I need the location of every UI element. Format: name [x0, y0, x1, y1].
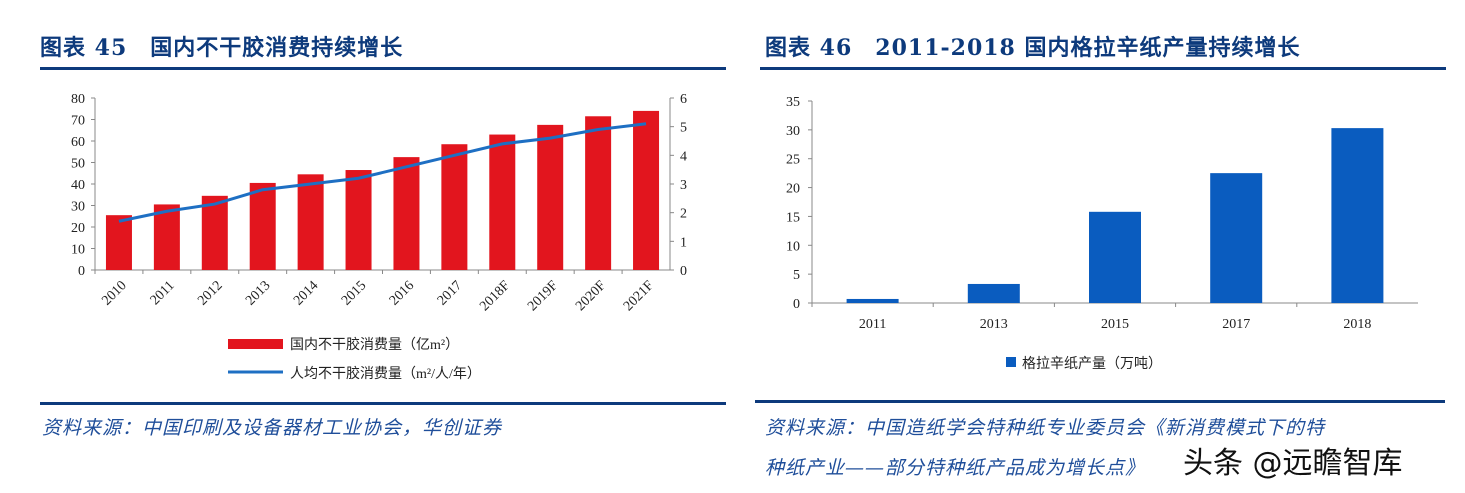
- y-tick-label: 0: [793, 297, 800, 312]
- y2-tick-label: 2: [680, 207, 687, 222]
- x-tick-label: 2021F: [621, 278, 657, 314]
- x-tick-label: 2013: [243, 278, 273, 308]
- x-tick-label: 2015: [1101, 317, 1129, 332]
- x-tick-label: 2019F: [525, 278, 561, 314]
- x-tick-label: 2016: [387, 278, 417, 308]
- legend-swatch-bar: [228, 339, 283, 349]
- left-chart-title: 图表 45 国内不干胶消费持续增长: [40, 35, 404, 61]
- y2-tick-label: 1: [680, 235, 687, 250]
- y-tick-label: 70: [71, 114, 85, 129]
- x-tick-label: 2011: [859, 317, 886, 332]
- right-source-line2: 种纸产业——部分特种纸产品成为增长点》: [765, 457, 1146, 479]
- y2-tick-label: 0: [680, 264, 687, 279]
- bar: [489, 134, 516, 270]
- source-divider: [755, 400, 1445, 403]
- bar: [297, 174, 324, 270]
- legend-label: 国内不干胶消费量（亿m²）: [290, 336, 459, 353]
- y-tick-label: 30: [71, 200, 85, 215]
- source-divider: [40, 402, 726, 405]
- title-divider: [760, 67, 1446, 70]
- y2-tick-label: 5: [680, 121, 687, 136]
- x-tick-label: 2010: [99, 278, 129, 308]
- x-tick-label: 2012: [195, 278, 225, 308]
- legend-swatch: [1006, 357, 1016, 367]
- line-series: [118, 122, 647, 223]
- x-tick-label: 2017: [435, 278, 465, 308]
- x-tick-label: 2020F: [573, 278, 609, 314]
- y-tick-label: 20: [71, 221, 85, 236]
- y-tick-label: 5: [793, 268, 800, 283]
- y-tick-label: 25: [786, 153, 800, 168]
- x-tick-label: 2014: [291, 278, 321, 308]
- left-source: 资料来源：中国印刷及设备器材工业协会，华创证券: [42, 417, 503, 439]
- bar: [249, 182, 276, 270]
- x-tick-label: 2017: [1222, 317, 1250, 332]
- bar: [441, 144, 468, 270]
- bar: [1210, 173, 1263, 303]
- x-tick-label: 2011: [148, 278, 178, 308]
- y-tick-label: 60: [71, 135, 85, 150]
- y-tick-label: 30: [786, 124, 800, 139]
- bar: [846, 298, 899, 303]
- y-tick-label: 50: [71, 157, 85, 172]
- right-chart: 0 5 10 15 20 25 30 35 2011 2013 2015 2017 2018 格拉辛纸产量…: [786, 95, 1418, 372]
- left-chart: 0 10 20 30 40 50 60 70 80 0 1 2 3 4 5 6 2010 2011 2012 2013…: [71, 92, 687, 382]
- y-tick-label: 80: [71, 92, 85, 107]
- y-tick-label: 40: [71, 178, 85, 193]
- bar: [585, 116, 612, 271]
- bar: [201, 195, 228, 270]
- bar: [105, 215, 132, 270]
- y2-tick-label: 6: [680, 92, 687, 107]
- bar: [1089, 211, 1141, 303]
- bar: [1331, 128, 1384, 303]
- y2-tick-label: 4: [680, 149, 687, 164]
- right-chart-title: 图表 46 2011-2018 国内格拉辛纸产量持续增长: [765, 35, 1301, 61]
- bar: [537, 124, 564, 270]
- y2-tick-label: 3: [680, 178, 687, 193]
- y-tick-label: 15: [786, 210, 800, 225]
- bar: [153, 204, 180, 270]
- legend-label: 格拉辛纸产量（万吨）: [1022, 356, 1162, 372]
- bar: [967, 283, 1020, 303]
- x-tick-label: 2018: [1343, 317, 1371, 332]
- y-tick-label: 10: [786, 239, 800, 254]
- legend-label: 人均不干胶消费量（m²/人/年）: [290, 365, 481, 382]
- bar: [633, 110, 660, 271]
- watermark: 头条 @远瞻智库: [1183, 446, 1403, 481]
- title-divider: [40, 67, 726, 70]
- y-tick-label: 35: [786, 95, 800, 110]
- x-tick-label: 2013: [980, 317, 1008, 332]
- y-tick-label: 0: [78, 264, 85, 279]
- y-tick-label: 20: [786, 182, 800, 197]
- x-tick-label: 2018F: [477, 278, 513, 314]
- y-tick-label: 10: [71, 243, 85, 258]
- bar: [393, 157, 420, 270]
- bar: [345, 170, 372, 270]
- x-tick-label: 2015: [339, 278, 369, 308]
- right-source-line1: 资料来源：中国造纸学会特种纸专业委员会《新消费模式下的特: [765, 417, 1326, 439]
